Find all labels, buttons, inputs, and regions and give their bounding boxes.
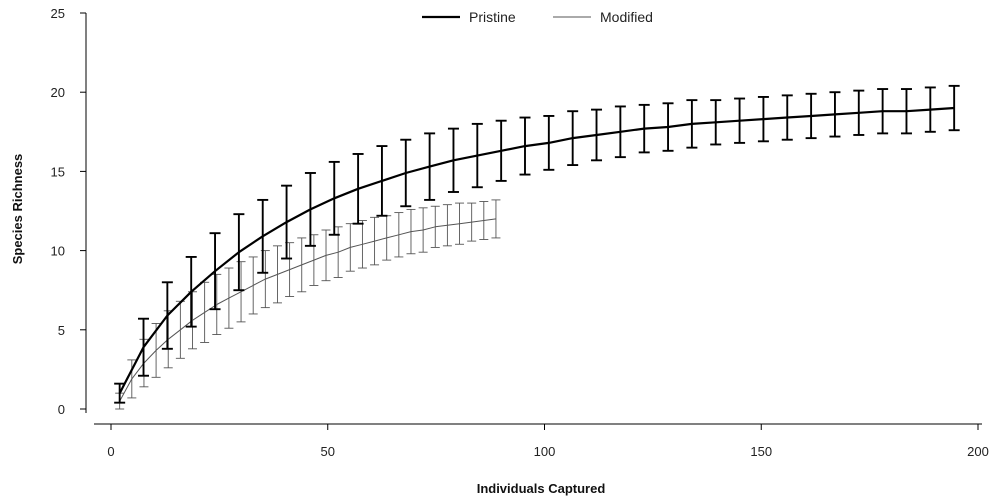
y-tick-label: 5 <box>58 323 65 338</box>
x-tick-label: 200 <box>967 444 989 459</box>
series-line-modified <box>119 218 496 402</box>
series-pristine <box>114 84 960 404</box>
y-tick-label: 10 <box>51 244 65 259</box>
x-tick-label: 100 <box>534 444 556 459</box>
y-tick-label: 15 <box>51 164 65 179</box>
x-axis-title: Individuals Captured <box>477 481 606 496</box>
y-tick-label: 0 <box>58 402 65 417</box>
legend-label-pristine: Pristine <box>469 9 516 25</box>
series-modified <box>115 199 501 410</box>
y-axis-title: Species Richness <box>10 154 25 265</box>
series-line-pristine <box>118 106 955 394</box>
y-tick-label: 20 <box>51 85 65 100</box>
x-tick-label: 0 <box>107 444 114 459</box>
legend: Pristine Modified <box>422 9 653 25</box>
axes: 0 5 10 15 20 25 0 50 100 150 200 <box>51 6 989 459</box>
legend-label-modified: Modified <box>600 9 653 25</box>
error-bar-modified <box>491 199 501 239</box>
y-tick-label: 25 <box>51 6 65 21</box>
series-layer <box>114 84 960 410</box>
x-tick-label: 150 <box>750 444 772 459</box>
x-tick-label: 50 <box>321 444 335 459</box>
